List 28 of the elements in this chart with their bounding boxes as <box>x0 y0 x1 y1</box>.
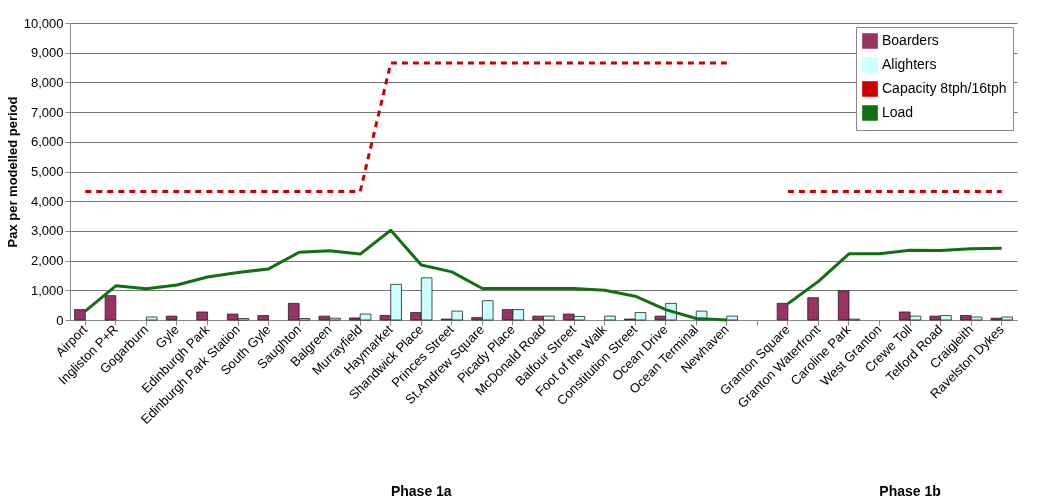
y-tick-label: 0 <box>56 312 64 328</box>
bar <box>104 295 117 321</box>
bar <box>145 316 158 321</box>
y-tick-label: 9,000 <box>30 45 64 61</box>
y-tick-label: 1,000 <box>30 282 64 298</box>
text: Phase 1a <box>390 483 452 499</box>
y-tick-label: 7,000 <box>30 104 64 120</box>
bar <box>726 315 738 321</box>
y-tick-label: 4,000 <box>30 193 64 209</box>
y-tick-label: 2,000 <box>30 253 64 269</box>
y-tick-label: 5,000 <box>30 164 64 179</box>
text: Phase 1b <box>879 483 941 499</box>
legend-label: Alighters <box>882 56 937 72</box>
y-tick-label: 8,000 <box>30 74 64 90</box>
legend-label: Load <box>882 104 914 120</box>
bar <box>196 311 208 321</box>
bar <box>807 297 819 321</box>
y-tick-label: 3,000 <box>30 223 64 239</box>
bar <box>776 302 789 321</box>
y-tick-label: 10,000 <box>23 15 64 31</box>
legend-label: Capacity 8tph/16tph <box>882 80 1007 96</box>
bar <box>604 315 616 321</box>
bar <box>74 309 86 321</box>
legend-label: Boarders <box>882 32 939 48</box>
y-axis-title: Pax per modelled period <box>4 96 20 248</box>
bar <box>165 315 178 321</box>
y-tick-label: 6,000 <box>30 134 64 150</box>
bar <box>257 315 269 321</box>
